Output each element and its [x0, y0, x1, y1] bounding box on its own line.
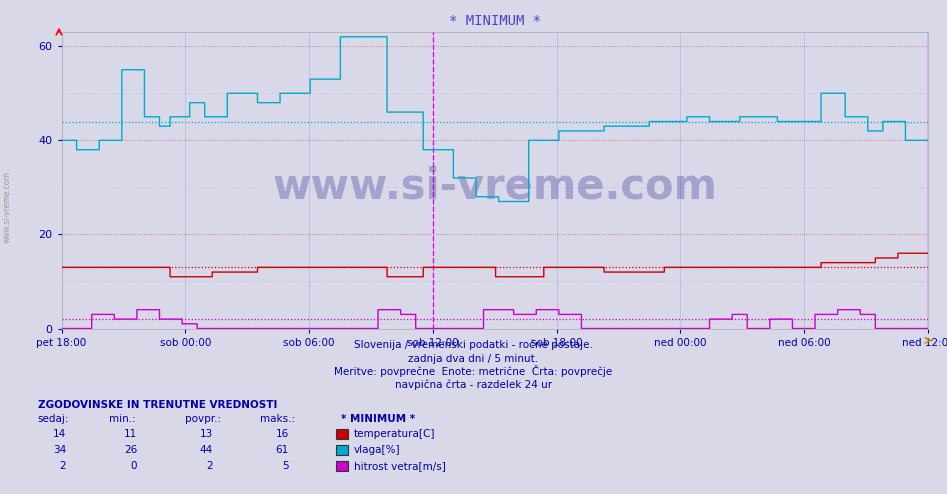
- Text: temperatura[C]: temperatura[C]: [354, 429, 436, 439]
- Text: povpr.:: povpr.:: [185, 414, 221, 424]
- Text: min.:: min.:: [109, 414, 135, 424]
- Text: hitrost vetra[m/s]: hitrost vetra[m/s]: [354, 461, 446, 471]
- Text: 11: 11: [124, 429, 137, 439]
- Text: 14: 14: [53, 429, 66, 439]
- Text: * MINIMUM *: * MINIMUM *: [341, 414, 415, 424]
- Text: Meritve: povprečne  Enote: metrične  Črta: povprečje: Meritve: povprečne Enote: metrične Črta:…: [334, 365, 613, 377]
- Text: 16: 16: [276, 429, 289, 439]
- Text: sedaj:: sedaj:: [38, 414, 69, 424]
- Text: 2: 2: [60, 461, 66, 471]
- Text: 13: 13: [200, 429, 213, 439]
- Text: 44: 44: [200, 445, 213, 455]
- Text: navpična črta - razdelek 24 ur: navpična črta - razdelek 24 ur: [395, 380, 552, 390]
- Text: 0: 0: [131, 461, 137, 471]
- Text: 2: 2: [206, 461, 213, 471]
- Text: vlaga[%]: vlaga[%]: [354, 445, 401, 455]
- Text: zadnja dva dni / 5 minut.: zadnja dva dni / 5 minut.: [408, 354, 539, 364]
- Text: 26: 26: [124, 445, 137, 455]
- Text: 61: 61: [276, 445, 289, 455]
- Text: Slovenija / vremenski podatki - ročne postaje.: Slovenija / vremenski podatki - ročne po…: [354, 340, 593, 350]
- Text: 5: 5: [282, 461, 289, 471]
- Text: 34: 34: [53, 445, 66, 455]
- Text: maks.:: maks.:: [260, 414, 295, 424]
- Title: * MINIMUM *: * MINIMUM *: [449, 14, 541, 28]
- Text: www.si-vreme.com: www.si-vreme.com: [273, 165, 717, 207]
- Text: ZGODOVINSKE IN TRENUTNE VREDNOSTI: ZGODOVINSKE IN TRENUTNE VREDNOSTI: [38, 400, 277, 410]
- Text: www.si-vreme.com: www.si-vreme.com: [3, 171, 12, 244]
